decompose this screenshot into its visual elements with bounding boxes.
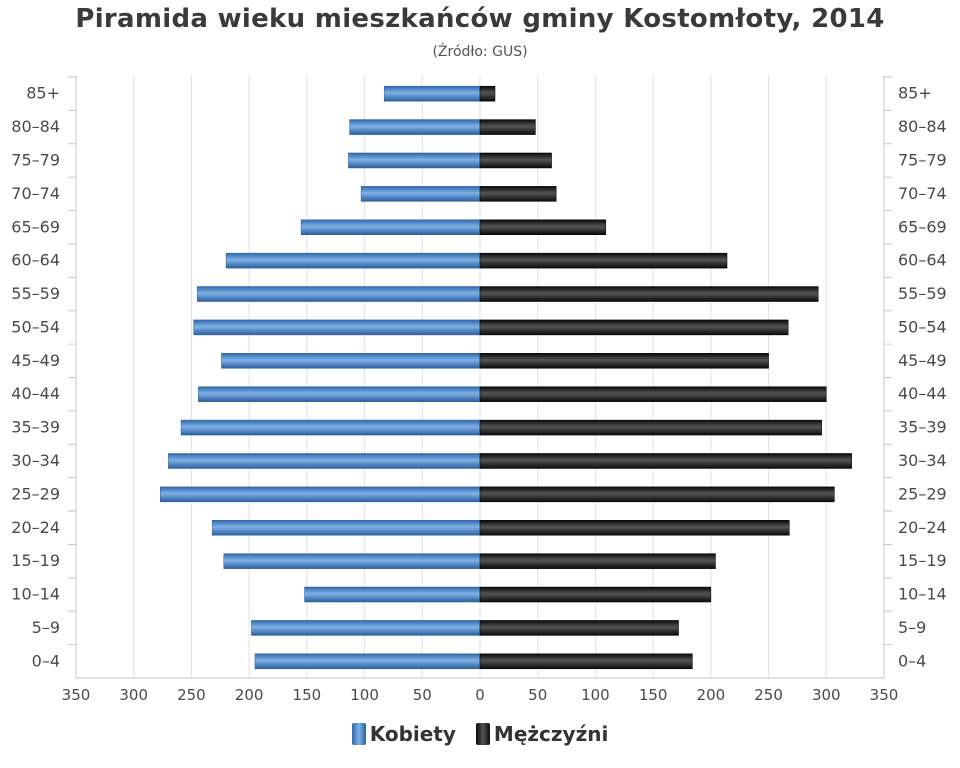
x-tick-label: 200: [697, 686, 726, 704]
x-tick-label: 350: [870, 686, 899, 704]
chart-subtitle: (Źródło: GUS): [432, 44, 528, 60]
y-tick-label-left: 35–39: [11, 418, 60, 437]
y-tick-label-left: 65–69: [11, 217, 60, 236]
y-tick-label-right: 35–39: [898, 418, 947, 437]
y-tick-label-left: 75–79: [11, 150, 60, 169]
y-tick-label-right: 45–49: [898, 351, 947, 370]
bar-kobiety[interactable]: [221, 353, 481, 369]
bar-kobiety[interactable]: [304, 586, 481, 603]
y-tick-label-right: 50–54: [898, 317, 947, 336]
y-tick-label-left: 80–84: [11, 117, 60, 136]
bar-kobiety[interactable]: [168, 453, 481, 469]
y-tick-label-left: 25–29: [11, 484, 60, 503]
y-tick-label-right: 10–14: [898, 585, 947, 604]
bar-kobiety[interactable]: [349, 119, 481, 135]
y-tick-label-left: 30–34: [11, 451, 60, 470]
bar-kobiety[interactable]: [383, 85, 481, 102]
y-tick-label-right: 55–59: [898, 284, 947, 303]
y-tick-label-left: 55–59: [11, 284, 60, 303]
bar-kobiety[interactable]: [160, 486, 481, 503]
x-tick-label: 0: [475, 686, 485, 704]
bar-kobiety[interactable]: [193, 319, 481, 336]
legend-label-kobiety: Kobiety: [369, 722, 456, 746]
bar-kobiety[interactable]: [225, 252, 481, 269]
y-tick-label-right: 80–84: [898, 117, 947, 136]
y-tick-label-left: 20–24: [11, 518, 60, 537]
legend-item-mezczyzni[interactable]: Mężczyźni: [475, 722, 609, 746]
x-tick-label: 250: [754, 686, 783, 704]
bar-kobiety[interactable]: [300, 219, 481, 235]
bar-kobiety[interactable]: [360, 186, 481, 202]
x-tick-label: 250: [177, 686, 206, 704]
bar-mezczyzni[interactable]: [479, 119, 536, 135]
bar-mezczyzni[interactable]: [479, 186, 557, 202]
bar-mezczyzni[interactable]: [479, 453, 852, 469]
bar-kobiety[interactable]: [251, 620, 481, 636]
bar-mezczyzni[interactable]: [479, 85, 496, 102]
y-tick-label-right: 15–19: [898, 551, 947, 570]
bar-mezczyzni[interactable]: [479, 353, 769, 369]
y-tick-label-left: 45–49: [11, 351, 60, 370]
y-tick-label-right: 30–34: [898, 451, 947, 470]
bar-kobiety[interactable]: [254, 653, 481, 670]
y-tick-label-right: 85+: [898, 84, 932, 103]
y-tick-label-right: 20–24: [898, 518, 947, 537]
y-tick-label-right: 65–69: [898, 217, 947, 236]
x-tick-label: 350: [62, 686, 91, 704]
x-tick-label: 100: [350, 686, 379, 704]
y-tick-label-left: 10–14: [11, 585, 60, 604]
bar-kobiety[interactable]: [198, 386, 481, 402]
x-tick-label: 50: [413, 686, 432, 704]
bar-kobiety[interactable]: [348, 152, 481, 169]
bar-mezczyzni[interactable]: [479, 486, 835, 503]
y-tick-label-right: 25–29: [898, 484, 947, 503]
bar-mezczyzni[interactable]: [479, 520, 790, 536]
bar-mezczyzni[interactable]: [479, 319, 789, 336]
y-tick-label-left: 60–64: [11, 251, 60, 270]
x-tick-label: 100: [581, 686, 610, 704]
bar-mezczyzni[interactable]: [479, 553, 716, 569]
bar-mezczyzni[interactable]: [479, 653, 693, 670]
y-tick-label-left: 70–74: [11, 184, 60, 203]
y-tick-label-right: 70–74: [898, 184, 947, 203]
y-tick-label-left: 15–19: [11, 551, 60, 570]
bar-kobiety[interactable]: [180, 419, 481, 436]
y-tick-label-right: 5–9: [898, 618, 926, 637]
bar-mezczyzni[interactable]: [479, 620, 679, 636]
legend-swatch-mezczyzni: [475, 723, 490, 745]
bar-mezczyzni[interactable]: [479, 152, 552, 169]
x-tick-label: 150: [293, 686, 322, 704]
bar-mezczyzni[interactable]: [479, 386, 827, 402]
bar-mezczyzni[interactable]: [479, 252, 728, 269]
y-tick-label-right: 75–79: [898, 150, 947, 169]
bar-mezczyzni[interactable]: [479, 286, 819, 302]
y-tick-label-right: 0–4: [898, 651, 926, 670]
chart-title: Piramida wieku mieszkańców gminy Kostomł…: [75, 4, 885, 34]
x-tick-label: 300: [812, 686, 841, 704]
bar-mezczyzni[interactable]: [479, 419, 822, 436]
y-tick-label-right: 40–44: [898, 384, 947, 403]
bar-mezczyzni[interactable]: [479, 219, 607, 235]
legend-label-mezczyzni: Mężczyźni: [493, 722, 609, 746]
x-tick-label: 300: [119, 686, 148, 704]
legend-swatch-kobiety: [351, 723, 366, 745]
bar-kobiety[interactable]: [196, 286, 481, 302]
y-tick-label-left: 40–44: [11, 384, 60, 403]
bar-kobiety[interactable]: [223, 553, 481, 569]
y-tick-label-left: 5–9: [32, 618, 60, 637]
x-tick-label: 50: [528, 686, 547, 704]
y-tick-label-left: 0–4: [32, 651, 60, 670]
bar-mezczyzni[interactable]: [479, 586, 712, 603]
legend: Kobiety Mężczyźni: [0, 722, 960, 746]
y-tick-label-right: 60–64: [898, 251, 947, 270]
y-tick-label-left: 50–54: [11, 317, 60, 336]
x-tick-label: 150: [639, 686, 668, 704]
x-tick-label: 200: [235, 686, 264, 704]
legend-item-kobiety[interactable]: Kobiety: [351, 722, 456, 746]
y-tick-label-left: 85+: [26, 84, 60, 103]
bar-kobiety[interactable]: [211, 520, 481, 536]
